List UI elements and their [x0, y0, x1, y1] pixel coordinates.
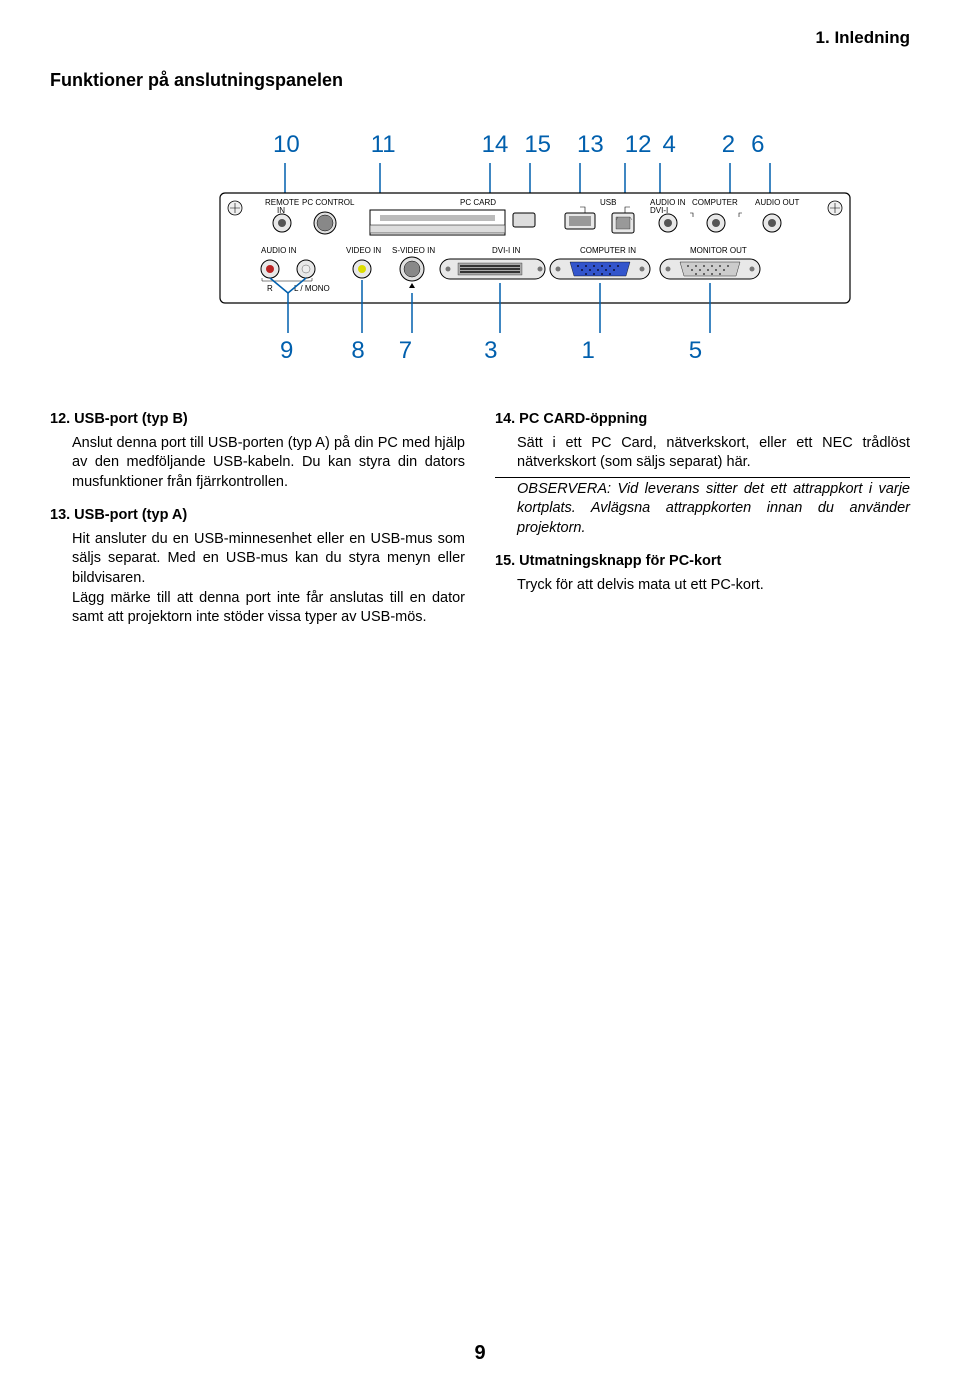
callout-number: 13	[577, 131, 604, 159]
chapter-heading: 1. Inledning	[816, 28, 910, 48]
label-usb: USB	[600, 198, 616, 207]
item-note: OBSERVERA: Vid leverans sitter det ett a…	[495, 477, 910, 539]
label-audio-in: AUDIO IN	[261, 246, 297, 255]
label-pc-control: PC CONTROL	[302, 198, 355, 207]
label-svideo-in: S-VIDEO IN	[392, 246, 435, 255]
item-body: Anslut denna port till USB-porten (typ A…	[50, 434, 465, 493]
callout-number: 4	[662, 131, 675, 159]
connector-panel-diagram: 101114151312426 REMOTE IN PC CONTROL	[70, 131, 890, 365]
page-number: 9	[474, 1342, 485, 1365]
item-title: 13. USB-port (typ A)	[50, 506, 465, 526]
list-item: 14. PC CARD-öppning Sätt i ett PC Card, n…	[495, 410, 910, 538]
callout-number: 5	[689, 337, 702, 365]
item-title: 15. Utmatningsknapp för PC-kort	[495, 552, 910, 572]
left-column: 12. USB-port (typ B) Anslut denna port ti…	[50, 410, 465, 642]
callout-number: 9	[280, 337, 293, 365]
label-pc-card: PC CARD	[460, 198, 496, 207]
callout-number: 7	[399, 337, 412, 365]
list-item: 15. Utmatningsknapp för PC-kort Tryck för…	[495, 552, 910, 595]
label-monitor-out: MONITOR OUT	[690, 246, 747, 255]
svg-text:DVI-I: DVI-I	[650, 206, 668, 215]
callout-number: 12	[625, 131, 652, 159]
callout-number: 10	[273, 131, 300, 159]
callout-number: 15	[524, 131, 551, 159]
item-title: 14. PC CARD-öppning	[495, 410, 910, 430]
vga-monitor-out	[660, 259, 760, 279]
callout-number: 6	[751, 131, 764, 159]
item-body: Tryck för att delvis mata ut ett PC-kort…	[495, 576, 910, 596]
callout-number: 8	[351, 337, 364, 365]
right-column: 14. PC CARD-öppning Sätt i ett PC Card, n…	[495, 410, 910, 642]
svg-text:COMPUTER: COMPUTER	[692, 198, 738, 207]
item-body: Hit ansluter du en USB-minnesenhet eller…	[50, 530, 465, 628]
label-audio-out: AUDIO OUT	[755, 198, 800, 207]
section-title: Funktioner på anslutningspanelen	[50, 70, 910, 91]
label-video-in: VIDEO IN	[346, 246, 381, 255]
pc-card-slot	[370, 210, 505, 235]
list-item: 13. USB-port (typ A) Hit ansluter du en U…	[50, 506, 465, 627]
dvi-port	[440, 259, 545, 279]
callout-number: 3	[484, 337, 497, 365]
svg-text:R: R	[267, 284, 273, 293]
label-computer-in: COMPUTER IN	[580, 246, 636, 255]
callout-number: 2	[722, 131, 735, 159]
callout-number: 11	[371, 131, 396, 159]
callout-number: 14	[482, 131, 509, 159]
list-item: 12. USB-port (typ B) Anslut denna port ti…	[50, 410, 465, 492]
item-body: Sätt i ett PC Card, nätverkskort, eller …	[495, 434, 910, 473]
item-title: 12. USB-port (typ B)	[50, 410, 465, 430]
label-dvi-i-in: DVI-I IN	[492, 246, 521, 255]
pc-card-eject	[513, 213, 535, 227]
svg-text:L / MONO: L / MONO	[294, 284, 330, 293]
panel-svg: REMOTE IN PC CONTROL PC CARD USB AUDIO I…	[70, 163, 890, 333]
callout-number: 1	[581, 337, 594, 365]
vga-computer-in	[550, 259, 650, 279]
